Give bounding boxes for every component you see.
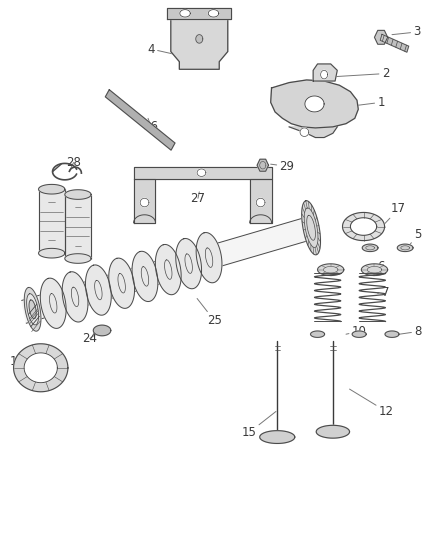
Polygon shape xyxy=(134,167,272,179)
Text: 18: 18 xyxy=(9,355,29,368)
Text: 2: 2 xyxy=(333,67,389,80)
Polygon shape xyxy=(40,278,66,328)
Polygon shape xyxy=(39,189,65,253)
Polygon shape xyxy=(171,19,228,69)
Polygon shape xyxy=(14,344,68,392)
Text: 23: 23 xyxy=(57,232,72,247)
Polygon shape xyxy=(343,213,385,240)
Polygon shape xyxy=(305,96,324,112)
Polygon shape xyxy=(271,80,358,128)
Polygon shape xyxy=(250,179,272,223)
Polygon shape xyxy=(140,198,149,207)
Text: 26: 26 xyxy=(144,118,159,133)
Polygon shape xyxy=(106,90,175,150)
Text: 12: 12 xyxy=(350,389,394,418)
Text: 6: 6 xyxy=(372,260,385,273)
Text: 27: 27 xyxy=(191,192,205,205)
Polygon shape xyxy=(289,127,337,138)
Polygon shape xyxy=(362,244,378,252)
Polygon shape xyxy=(132,251,158,302)
Polygon shape xyxy=(321,70,328,79)
Polygon shape xyxy=(22,215,318,323)
Text: 5: 5 xyxy=(407,228,421,248)
Text: 29: 29 xyxy=(271,160,294,173)
Polygon shape xyxy=(318,264,344,276)
Polygon shape xyxy=(374,30,388,44)
Polygon shape xyxy=(176,238,201,289)
Polygon shape xyxy=(256,198,265,207)
Text: 28: 28 xyxy=(66,156,81,172)
Polygon shape xyxy=(196,232,222,283)
Polygon shape xyxy=(385,331,399,337)
Text: 1: 1 xyxy=(326,96,385,109)
Polygon shape xyxy=(109,258,134,309)
Polygon shape xyxy=(65,254,91,263)
Polygon shape xyxy=(361,264,388,276)
Text: 15: 15 xyxy=(241,411,276,439)
Polygon shape xyxy=(397,244,413,252)
Polygon shape xyxy=(27,294,39,325)
Text: 8: 8 xyxy=(399,325,421,338)
Polygon shape xyxy=(62,272,88,322)
Polygon shape xyxy=(380,34,409,52)
Polygon shape xyxy=(65,195,91,259)
Polygon shape xyxy=(39,184,65,194)
Polygon shape xyxy=(257,159,268,171)
Polygon shape xyxy=(85,265,111,315)
Polygon shape xyxy=(260,431,295,443)
Polygon shape xyxy=(180,10,190,17)
Polygon shape xyxy=(65,190,91,199)
Polygon shape xyxy=(134,179,155,223)
Text: 10: 10 xyxy=(346,325,367,338)
Polygon shape xyxy=(197,169,206,176)
Text: 25: 25 xyxy=(197,298,222,327)
Polygon shape xyxy=(93,325,111,336)
Polygon shape xyxy=(311,331,325,337)
Polygon shape xyxy=(29,300,36,319)
Polygon shape xyxy=(352,331,366,337)
Polygon shape xyxy=(316,425,350,438)
Text: 3: 3 xyxy=(392,26,420,38)
Polygon shape xyxy=(196,35,203,43)
Text: 24: 24 xyxy=(82,332,100,345)
Polygon shape xyxy=(300,128,309,136)
Polygon shape xyxy=(39,248,65,258)
Text: 17: 17 xyxy=(385,203,406,224)
Polygon shape xyxy=(167,8,231,19)
Polygon shape xyxy=(302,201,321,255)
Polygon shape xyxy=(24,353,57,383)
Polygon shape xyxy=(24,287,41,331)
Polygon shape xyxy=(208,10,219,17)
Polygon shape xyxy=(155,245,181,295)
Text: 7: 7 xyxy=(378,286,389,298)
Polygon shape xyxy=(350,218,377,235)
Text: 4: 4 xyxy=(147,43,180,55)
Polygon shape xyxy=(313,64,337,81)
